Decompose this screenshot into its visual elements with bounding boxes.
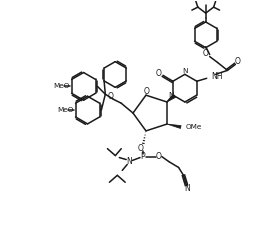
Text: N: N (185, 184, 190, 193)
Text: OMe: OMe (186, 124, 202, 130)
Text: N: N (168, 92, 174, 98)
Text: P: P (141, 152, 145, 161)
Text: NH: NH (212, 72, 223, 81)
Text: O: O (156, 152, 162, 161)
Text: O: O (107, 92, 113, 101)
Text: N: N (126, 157, 132, 166)
Text: N: N (182, 68, 188, 74)
Text: O: O (203, 49, 209, 58)
Text: O: O (138, 144, 144, 153)
Text: MeO: MeO (54, 83, 70, 89)
Polygon shape (167, 124, 181, 128)
Text: O: O (156, 69, 162, 78)
Text: MeO: MeO (58, 107, 74, 113)
Polygon shape (167, 95, 176, 102)
Text: O: O (144, 87, 150, 96)
Text: O: O (235, 57, 240, 66)
